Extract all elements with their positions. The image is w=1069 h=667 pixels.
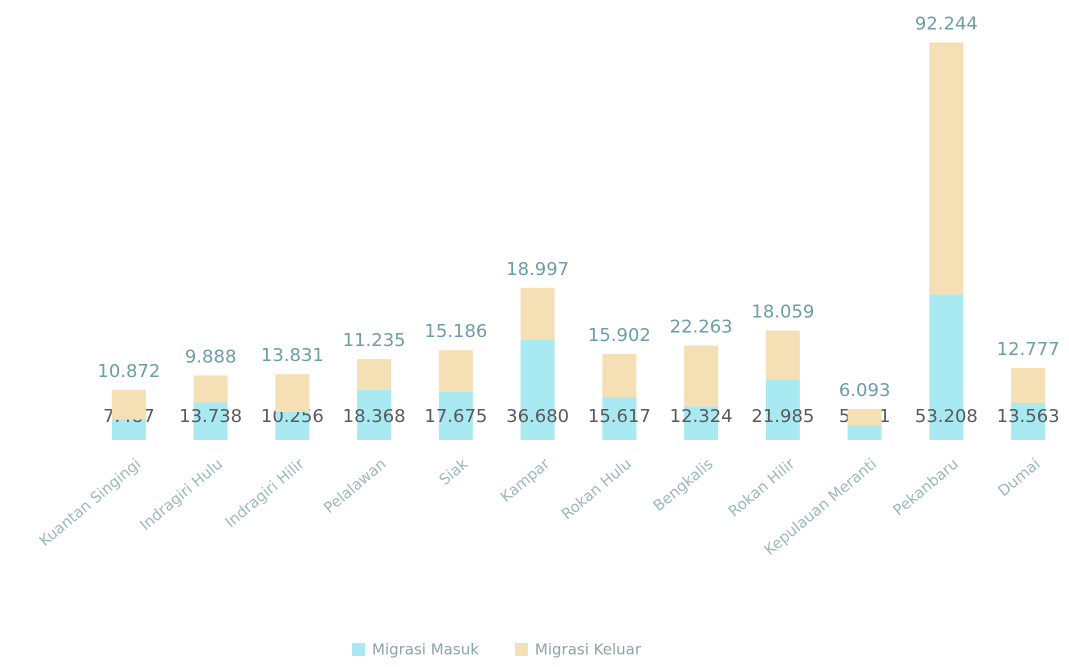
bar-segment [111, 389, 146, 420]
x-tick-label: Pelalawan [320, 455, 389, 517]
value-label: 18.059 [751, 302, 814, 323]
bar-segment [111, 419, 146, 440]
value-label: 92.244 [915, 13, 978, 34]
bar-segment [520, 287, 555, 340]
bar-segment [765, 379, 800, 440]
value-label: 15.617 [588, 406, 651, 427]
bar-segment [1011, 368, 1046, 403]
legend-swatch [514, 643, 528, 656]
value-label: 13.831 [261, 345, 324, 366]
bar-segment [275, 411, 310, 440]
bar-segment [438, 391, 473, 440]
bar-segment [602, 397, 637, 440]
legend-swatch [352, 643, 365, 656]
bar-segment [193, 375, 228, 403]
value-label: 10.872 [97, 361, 160, 382]
bar-segment [357, 359, 392, 390]
bar-segment [847, 408, 882, 426]
bar-segment [684, 406, 719, 440]
value-label: 18.368 [343, 406, 406, 427]
bar-segment [275, 374, 310, 412]
x-tick-label: Rokan Hulu [558, 455, 635, 524]
x-tick-label: Indragiri Hulu [136, 455, 226, 534]
x-tick-label: Dumai [994, 455, 1043, 500]
bar-segment [765, 330, 800, 380]
value-label: 12.324 [670, 406, 733, 427]
value-label: 13.563 [997, 406, 1060, 427]
bar-segment [929, 294, 964, 440]
value-label: 17.675 [424, 406, 487, 427]
bar-segment [847, 425, 882, 440]
value-label: 18.997 [506, 259, 569, 280]
bar-segment [438, 350, 473, 392]
x-tick-label: Kampar [497, 454, 554, 506]
bar-segment [520, 339, 555, 440]
bar-segment [357, 389, 392, 440]
bar-segment [1011, 402, 1046, 440]
value-label: 21.985 [751, 406, 814, 427]
x-tick-label: Kuantan Singingi [36, 455, 145, 550]
value-label: 15.186 [424, 321, 487, 342]
x-tick-label: Indragiri Hilir [222, 454, 309, 531]
value-label: 22.263 [670, 316, 733, 337]
x-tick-label: Pekanbaru [890, 455, 962, 520]
legend-label: Migrasi Keluar [535, 641, 642, 659]
value-label: 13.738 [179, 406, 242, 427]
value-label: 9.888 [185, 346, 237, 367]
bar-segment [684, 345, 719, 407]
value-label: 36.680 [506, 406, 569, 427]
legend-label: Migrasi Masuk [372, 641, 479, 659]
value-label: 53.208 [915, 406, 978, 427]
value-label: 11.235 [343, 330, 406, 351]
value-label: 6.093 [839, 380, 891, 401]
x-tick-label: Bengkalis [650, 455, 717, 515]
bar-segment [193, 402, 228, 440]
bar-segment [929, 42, 964, 295]
value-label: 12.777 [997, 339, 1060, 360]
x-tick-label: Rokan Hilir [725, 454, 799, 520]
x-tick-label: Siak [436, 455, 472, 489]
value-label: 15.902 [588, 325, 651, 346]
bar-segment [602, 353, 637, 398]
